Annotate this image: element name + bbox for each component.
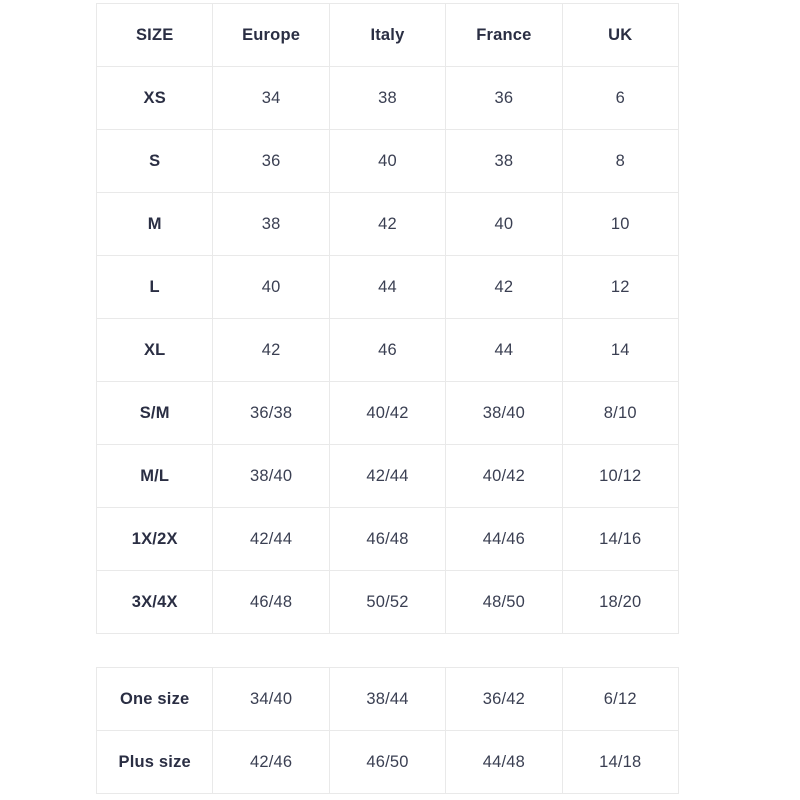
cell-europe: 42/46 [212,730,330,794]
cell-italy: 46/50 [328,730,447,794]
cell-france: 36/42 [445,667,563,731]
cell-italy: 38/44 [328,667,447,731]
cell-europe: 38 [212,192,330,256]
cell-uk: 6/12 [561,667,679,731]
row-label: 1X/2X [95,507,214,571]
cell-uk: 18/20 [561,570,679,634]
cell-uk: 10 [561,192,679,256]
cell-italy: 46 [328,318,447,382]
one-size-and-plus-size-table: One size 34/40 38/44 36/42 6/12 Plus siz… [95,667,679,794]
cell-uk: 14 [561,318,679,382]
table-row: 3X/4X 46/48 50/52 48/50 18/20 [95,570,679,634]
table-row: M/L 38/40 42/44 40/42 10/12 [95,444,679,508]
cell-italy: 42 [328,192,447,256]
cell-uk: 8 [561,129,679,193]
table-row: M 38 42 40 10 [95,192,679,256]
cell-europe: 36/38 [212,381,330,445]
cell-europe: 34/40 [212,667,330,731]
cell-uk: 12 [561,255,679,319]
table-row: 1X/2X 42/44 46/48 44/46 14/16 [95,507,679,571]
cell-france: 38 [445,129,563,193]
cell-europe: 36 [212,129,330,193]
cell-uk: 6 [561,66,679,130]
row-label: M [95,192,214,256]
cell-europe: 38/40 [212,444,330,508]
table-row: XS 34 38 36 6 [95,66,679,130]
cell-europe: 42/44 [212,507,330,571]
cell-italy: 46/48 [328,507,447,571]
cell-france: 44/46 [445,507,563,571]
row-label: Plus size [95,730,214,794]
cell-france: 40 [445,192,563,256]
table-row: XL 42 46 44 14 [95,318,679,382]
cell-france: 42 [445,255,563,319]
table-row: One size 34/40 38/44 36/42 6/12 [95,667,679,731]
cell-france: 40/42 [445,444,563,508]
cell-italy: 44 [328,255,447,319]
cell-italy: 50/52 [328,570,447,634]
row-label: One size [95,667,214,731]
cell-france: 38/40 [445,381,563,445]
column-header-france: France [445,3,563,67]
cell-france: 36 [445,66,563,130]
table-body: XS 34 38 36 6 S 36 40 38 8 M 38 42 40 10 [95,66,679,634]
table-header: SIZE Europe Italy France UK [95,3,679,67]
cell-uk: 10/12 [561,444,679,508]
header-row: SIZE Europe Italy France UK [95,3,679,67]
column-header-size: SIZE [95,3,214,67]
row-label: S/M [95,381,214,445]
cell-italy: 40/42 [328,381,447,445]
international-size-conversion-table: SIZE Europe Italy France UK XS 34 38 36 … [95,3,679,634]
row-label: S [95,129,214,193]
cell-france: 44 [445,318,563,382]
column-header-europe: Europe [212,3,330,67]
cell-europe: 34 [212,66,330,130]
row-label: XS [95,66,214,130]
cell-france: 44/48 [445,730,563,794]
table-row: S 36 40 38 8 [95,129,679,193]
cell-italy: 42/44 [328,444,447,508]
cell-italy: 38 [328,66,447,130]
cell-france: 48/50 [445,570,563,634]
cell-uk: 14/16 [561,507,679,571]
cell-uk: 14/18 [561,730,679,794]
table-row: Plus size 42/46 46/50 44/48 14/18 [95,730,679,794]
row-label: XL [95,318,214,382]
cell-europe: 46/48 [212,570,330,634]
column-header-italy: Italy [328,3,447,67]
table-row: L 40 44 42 12 [95,255,679,319]
column-header-uk: UK [561,3,679,67]
cell-italy: 40 [328,129,447,193]
table-body: One size 34/40 38/44 36/42 6/12 Plus siz… [95,667,679,794]
cell-europe: 42 [212,318,330,382]
cell-uk: 8/10 [561,381,679,445]
row-label: M/L [95,444,214,508]
row-label: 3X/4X [95,570,214,634]
row-label: L [95,255,214,319]
cell-europe: 40 [212,255,330,319]
table-row: S/M 36/38 40/42 38/40 8/10 [95,381,679,445]
